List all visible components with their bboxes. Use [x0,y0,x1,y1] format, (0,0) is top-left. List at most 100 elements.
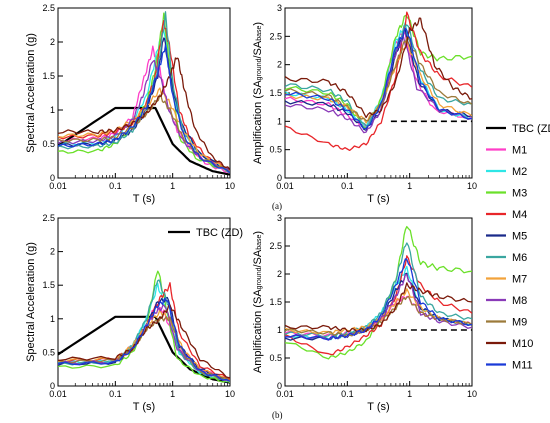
series-line-tbc-zd- [58,106,230,176]
legend-entry-m10: M10 [486,338,533,350]
caption-b: (b) [272,410,283,420]
series-group [285,11,472,152]
x-tick-labels: 0.01 0.1 1 10 [49,389,235,399]
y-tick-label: 0.5 [269,145,282,155]
series-line-m10 [58,304,230,379]
x-tick-label: 0.1 [341,389,354,399]
y-tick-label: 2 [50,37,55,47]
y-tick-labels: 0 0.5 1 1.5 2 2.5 [42,3,55,183]
series-line-m8 [285,35,472,134]
x-tick-label: 10 [467,181,477,191]
y-tick-label: 2.5 [42,3,55,13]
legend-entry-m8: M8 [486,295,527,307]
y-tick-label: 2 [277,60,282,70]
x-axis-label: T (s) [133,401,155,413]
panel-a-right: 0.01 0.1 1 10 0 0.5 1 1.5 2 2.5 3 T (s) Amplificatio… [252,3,477,205]
y-axis-label: Spectral Acceleration (g) [25,242,37,362]
x-tick-label: 1 [407,181,412,191]
legend-entry-m2: M2 [486,166,527,178]
y-tick-labels: 0 0.5 1 1.5 2 2.5 3 [269,213,282,391]
series-group [58,11,230,176]
legend-entry-m9: M9 [486,317,527,329]
plot-frame [284,7,473,179]
y-axis-label: Amplification (SAground/SAbase) [252,22,264,164]
y-tick-label: 1.5 [42,71,55,81]
series-line-m2 [58,282,230,383]
y-tick-label: 0.5 [269,353,282,363]
series-line-m11 [285,258,472,341]
plot-frame [284,217,473,387]
legend-entry-m11: M11 [486,360,533,372]
x-tick-label: 0.01 [49,389,67,399]
series-group [58,270,230,384]
legend-label: M7 [512,274,527,286]
x-tick-labels: 0.01 0.1 1 10 [276,181,477,191]
x-tick-label: 1 [170,389,175,399]
y-tick-label: 1.5 [269,88,282,98]
x-tick-label: 0.1 [341,181,354,191]
panel-b-right: 0.01 0.1 1 10 0 0.5 1 1.5 2 2.5 3 T (s) Amplificatio… [252,213,477,413]
y-tick-label: 2.5 [42,213,55,223]
legend-label: M4 [512,209,527,221]
series-line-m10 [285,282,472,333]
x-tick-label: 1 [170,181,175,191]
legend-label: M3 [512,188,527,200]
y-tick-label: 2.5 [269,241,282,251]
x-tick-label: 10 [225,389,235,399]
series-line-m10 [58,57,230,171]
series-line-m11 [285,27,472,130]
y-tick-labels: 0 0.5 1 1.5 2 2.5 3 [269,3,282,183]
legend-entry-m7: M7 [486,274,527,286]
y-tick-label: 2.5 [269,31,282,41]
series-group [285,225,472,360]
y-tick-label: 3 [277,213,282,223]
legend-label: M11 [512,360,533,372]
legend-label: M10 [512,338,533,350]
legend-entry-tbc-zd-: TBC (ZD) [486,123,550,135]
legend-label: M9 [512,317,527,329]
x-tick-label: 0.1 [109,389,122,399]
series-line-m7 [58,87,230,172]
y-tick-label: 1.5 [42,280,55,290]
legend-label: TBC (ZD) [196,227,243,239]
x-tick-label: 1 [407,389,412,399]
legend-entry-m4: M4 [486,209,527,221]
series-line-m4 [58,282,230,380]
series-line-m11 [58,297,230,382]
y-tick-label: 3 [277,3,282,13]
x-tick-label: 0.01 [276,389,294,399]
legend-label: TBC (ZD) [512,123,550,135]
panel-b-left: 0.01 0.1 1 10 0 0.5 1 1.5 2 2.5 T (s) Spectral Acce… [25,213,243,413]
caption-a: (a) [272,201,282,211]
y-tick-label: 1 [277,325,282,335]
x-axis-label: T (s) [367,401,389,413]
legend-label: M6 [512,252,527,264]
y-tick-labels: 0 0.5 1 1.5 2 2.5 [42,213,55,391]
y-tick-label: 0.5 [42,139,55,149]
legend-entry-m1: M1 [486,145,527,157]
plot-frame [57,7,231,179]
y-tick-label: 0.5 [42,347,55,357]
x-tick-label: 0.01 [49,181,67,191]
legend-label: M5 [512,231,527,243]
plot-frame [57,217,231,387]
legend-entry-m5: M5 [486,231,527,243]
series-line-m8 [285,273,472,341]
y-tick-label: 1 [277,116,282,126]
series-line-m10 [285,17,472,119]
inline-legend: TBC (ZD) [168,227,243,239]
series-line-m3 [285,14,472,129]
series-line-m9 [285,36,472,122]
y-tick-label: 1 [50,314,55,324]
y-tick-label: 0 [277,381,282,391]
legend-label: M8 [512,295,527,307]
x-tick-labels: 0.01 0.1 1 10 [49,181,235,191]
y-tick-label: 0 [277,173,282,183]
y-axis-label: Spectral Acceleration (g) [25,33,37,153]
y-tick-label: 2 [50,247,55,257]
x-tick-labels: 0.01 0.1 1 10 [276,389,477,399]
x-tick-label: 10 [467,389,477,399]
series-line-m3 [58,270,230,384]
legend-label: M2 [512,166,527,178]
